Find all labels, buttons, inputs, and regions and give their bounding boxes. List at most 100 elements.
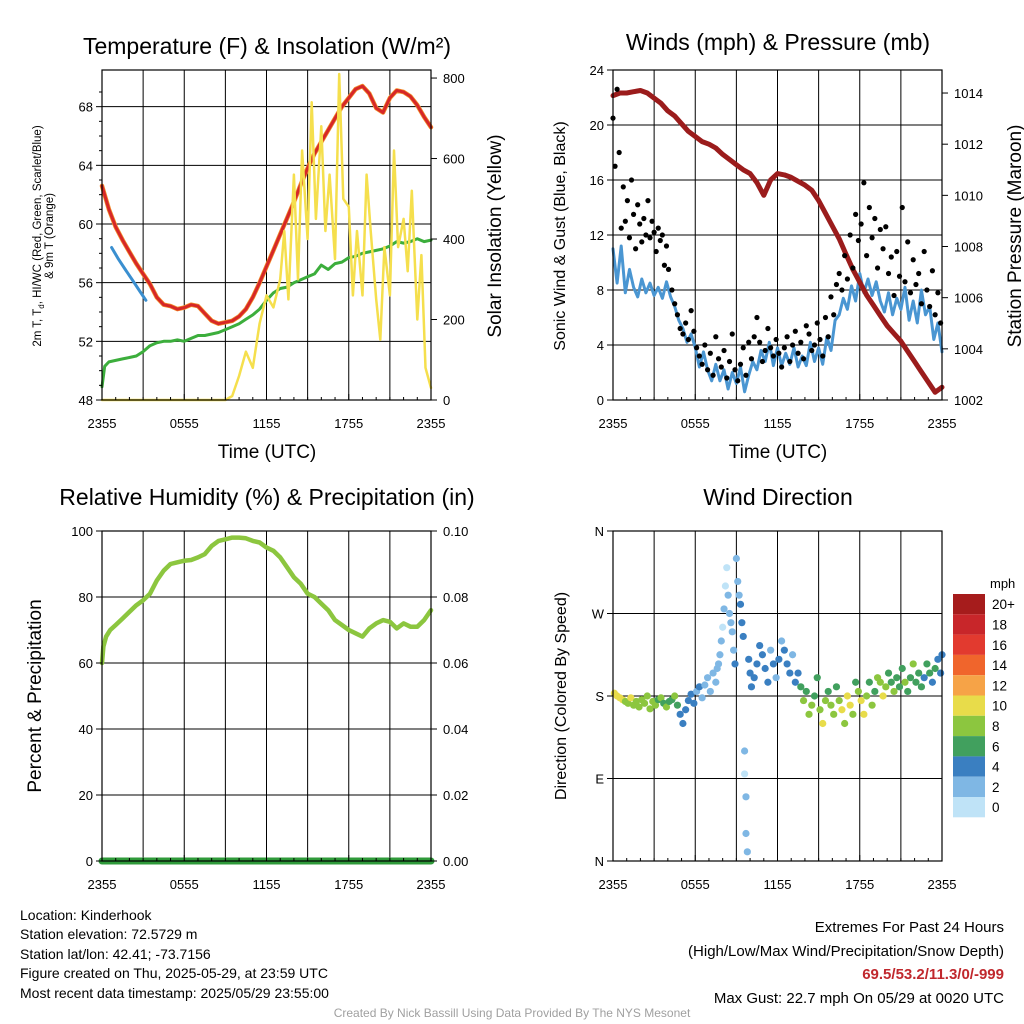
humidity-grid bbox=[102, 531, 431, 861]
y-tick-label: 0 bbox=[597, 393, 604, 408]
direction-point bbox=[915, 669, 923, 677]
direction-point bbox=[893, 674, 901, 682]
legend-swatch bbox=[953, 797, 985, 818]
legend-swatch bbox=[953, 715, 985, 737]
direction-point bbox=[676, 710, 684, 718]
station-latlon: Station lat/lon: 42.41; -73.7156 bbox=[20, 945, 211, 962]
direction-point bbox=[802, 687, 810, 696]
direction-point bbox=[753, 660, 761, 668]
direction-point bbox=[764, 678, 772, 686]
y-tick-label: 8 bbox=[597, 283, 604, 298]
gust-point bbox=[645, 198, 651, 204]
direction-point bbox=[632, 697, 640, 706]
gust-point bbox=[751, 334, 757, 340]
direction-point bbox=[719, 623, 727, 631]
direction-point bbox=[769, 660, 777, 668]
direction-point bbox=[810, 692, 819, 700]
gust-point bbox=[757, 339, 763, 345]
y-right-tick-label: 1004 bbox=[954, 342, 983, 357]
gust-point bbox=[913, 281, 919, 288]
recent-timestamp: Most recent data timestamp: 2025/05/29 2… bbox=[20, 984, 329, 1001]
direction-point bbox=[687, 690, 695, 698]
legend-swatch bbox=[953, 614, 985, 635]
direction-point bbox=[698, 694, 706, 702]
gust-point bbox=[921, 248, 927, 255]
direction-point bbox=[767, 646, 775, 654]
direction-point bbox=[731, 660, 739, 668]
direction-point bbox=[775, 655, 783, 663]
direction-point bbox=[926, 669, 934, 677]
gust-point bbox=[721, 347, 727, 354]
direction-point bbox=[846, 701, 854, 709]
legend-swatch bbox=[953, 675, 985, 696]
direction-point bbox=[643, 692, 651, 700]
gust-point bbox=[746, 339, 752, 345]
direction-point bbox=[716, 651, 724, 659]
y-tick-label: 100 bbox=[71, 524, 93, 539]
x-tick-label: 0555 bbox=[681, 416, 710, 431]
y-tick-label: 48 bbox=[79, 393, 93, 408]
y-tick-label: N bbox=[595, 854, 604, 869]
gust-point bbox=[929, 268, 936, 274]
gust-point bbox=[839, 287, 845, 293]
y-tick-label: 80 bbox=[79, 590, 93, 605]
gust-point bbox=[762, 347, 768, 354]
winds-ylabel-right: Station Pressure (Maroon) bbox=[1005, 125, 1024, 348]
direction-point bbox=[778, 637, 786, 645]
direction-point bbox=[743, 848, 751, 856]
gust-point bbox=[732, 367, 738, 373]
legend-title: mph bbox=[990, 576, 1015, 591]
gust-point bbox=[710, 372, 716, 378]
legend-label: 2 bbox=[992, 780, 1000, 795]
gust-point bbox=[779, 364, 785, 370]
legend-label: 20+ bbox=[992, 597, 1015, 612]
y-right-tick-label: 1006 bbox=[954, 291, 983, 306]
direction-point bbox=[857, 696, 865, 705]
gust-point bbox=[630, 211, 637, 217]
gust-point bbox=[707, 350, 713, 356]
gust-point bbox=[651, 229, 657, 235]
direction-point bbox=[841, 719, 849, 728]
gust-point bbox=[885, 270, 892, 277]
direction-point bbox=[830, 710, 838, 718]
direction-point bbox=[624, 699, 632, 707]
gust-point bbox=[872, 215, 878, 222]
direction-point bbox=[816, 706, 824, 714]
gust-point bbox=[924, 287, 930, 293]
gust-point bbox=[737, 361, 744, 367]
gust-point bbox=[880, 246, 886, 252]
y-right-tick-label: 1002 bbox=[954, 393, 983, 408]
direction-point bbox=[706, 687, 714, 696]
y-tick-label: 56 bbox=[79, 276, 93, 291]
gust-point bbox=[674, 312, 681, 318]
direction-point bbox=[742, 793, 750, 801]
gust-point bbox=[647, 235, 653, 241]
gust-point bbox=[907, 290, 914, 296]
direction-point bbox=[791, 678, 799, 686]
gust-point bbox=[894, 248, 900, 255]
direction-point bbox=[741, 747, 749, 755]
direction-point bbox=[923, 660, 931, 668]
extremes-info: Extremes For Past 24 Hours (High/Low/Max… bbox=[688, 916, 1004, 1010]
gust-point bbox=[622, 218, 628, 224]
direction-point bbox=[690, 699, 698, 707]
direction-point bbox=[863, 692, 871, 700]
legend-label: 18 bbox=[992, 617, 1007, 632]
temperature-ylabel-line-2: & 9m T (Orange) bbox=[44, 193, 56, 279]
direction-panel: Wind Direction Direction (Colored By Spe… bbox=[553, 484, 1015, 892]
direction-point bbox=[684, 696, 692, 705]
x-tick-label: 0555 bbox=[170, 416, 199, 431]
gust-point bbox=[633, 246, 639, 252]
temperature-xlabel: Time (UTC) bbox=[218, 442, 317, 463]
direction-point bbox=[868, 701, 876, 709]
direction-point bbox=[747, 683, 756, 691]
y-tick-label: 52 bbox=[79, 334, 93, 349]
direction-point bbox=[717, 637, 725, 645]
direction-point bbox=[657, 694, 665, 702]
legend-swatch bbox=[953, 756, 985, 777]
legend-swatch bbox=[953, 695, 985, 716]
figure-credit: Created By Nick Bassill Using Data Provi… bbox=[333, 1006, 691, 1020]
direction-point bbox=[732, 554, 740, 563]
direction-point bbox=[876, 678, 884, 686]
